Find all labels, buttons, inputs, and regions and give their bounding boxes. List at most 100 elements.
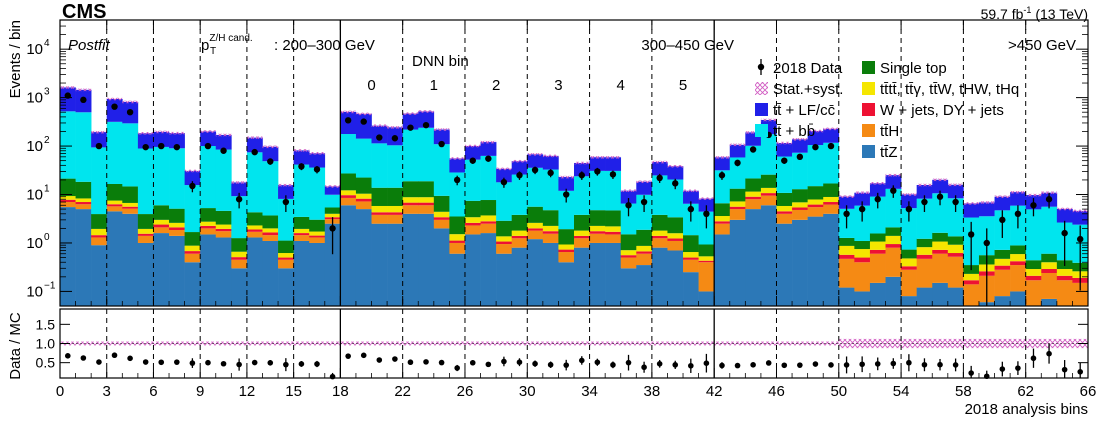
data-point [189,182,196,190]
bar-tth [106,206,123,212]
data-point [407,124,414,131]
bar-ttbb [355,138,372,178]
bar-ttz [293,240,310,306]
bar-wjets [309,235,326,238]
bar-ttlf [418,111,435,128]
bar-ttlf [309,153,326,168]
bar-ttbb [807,145,824,187]
bar-tth [496,244,512,254]
bar-tth [698,262,715,292]
bar-singletop [932,232,949,242]
bar-rare [75,198,92,203]
bar-ttbb [1041,206,1058,254]
uncertainty-band [91,130,107,134]
bar-tth [355,201,372,210]
bar-wjets [683,257,699,260]
ratio-point [64,353,71,359]
bar-tth [511,238,528,248]
bar-singletop [683,235,699,253]
bar-wjets [916,254,933,259]
x-axis-title: 2018 analysis bins [965,401,1088,418]
bar-ttz [200,234,217,306]
uncertainty-band [651,160,668,164]
bar-ttlf [978,202,995,217]
bar-singletop [901,249,917,259]
data-point [142,143,149,151]
x-tick-label: 46 [768,383,785,400]
legend-swatch-singletop [862,61,875,74]
bar-ttbb [91,147,108,215]
ratio-point [812,361,819,367]
ratio-uncertainty-band [418,341,434,346]
bar-wjets [75,202,92,205]
bar-rare [1041,262,1058,270]
bar-wjets [137,233,154,236]
uncertainty-band [636,180,652,184]
bar-ttbb [947,198,964,237]
bar-ttlf [246,137,263,153]
x-tick-label: 30 [519,383,536,400]
bar-tth [823,204,840,214]
bar-wjets [371,212,388,215]
uncertainty-band [792,138,808,141]
bar-ttlf [667,166,684,180]
bar-singletop [994,249,1011,259]
ratio-point [407,359,414,366]
bar-wjets [542,231,559,234]
data-point [999,216,1006,224]
uncertainty-band [200,130,216,133]
ratio-point [205,359,211,366]
bar-rare [262,228,279,233]
bar-ttbb [106,121,123,184]
bar-wjets [184,251,201,254]
bar-rare [184,245,201,252]
bar-ttbb [184,185,201,233]
ratio-frame [59,308,1089,379]
data-point [578,172,585,179]
data-point [391,135,399,142]
data-point [235,196,243,203]
bar-wjets [262,232,279,236]
ratio-point [734,362,741,369]
uncertainty-band [838,195,855,198]
bar-tth [246,231,263,238]
bar-tth [1041,272,1058,299]
bar-ttz [916,287,933,306]
bar-ttlf [355,113,372,139]
bar-ttz [745,209,762,306]
bar-rare [807,199,824,205]
bar-ttbb [714,170,731,204]
bar-ttlf [106,99,123,122]
bar-wjets [215,228,232,232]
uncertainty-band [106,97,123,101]
data-point [126,109,134,116]
bar-ttz [169,235,185,306]
data-point [95,142,103,150]
bar-tth [636,253,653,266]
bar-wjets [558,249,575,253]
bar-tth [418,205,435,214]
dnn-bin-label: 4 [617,77,625,94]
bar-ttbb [792,152,808,190]
y-tick-exponent: 0 [44,232,50,243]
bar-singletop [355,177,372,194]
ratio-point [906,359,912,366]
uncertainty-band [122,100,138,104]
bar-rare [1010,254,1026,262]
x-tick-label: 66 [1080,383,1097,400]
bar-ttbb [200,146,217,209]
ratio-point [703,360,710,367]
bar-singletop [122,186,139,203]
bar-ttbb [324,194,341,208]
ratio-point [656,361,663,367]
ratio-uncertainty-band [963,338,979,349]
ratio-uncertainty-band [823,341,839,346]
uncertainty-band [324,185,341,188]
bar-ttz [122,213,139,306]
bar-singletop [916,238,933,248]
legend-label-singletop: Single top [880,60,947,77]
bar-wjets [745,196,762,200]
bar-ttbb [60,111,76,179]
bar-ttz [729,219,746,306]
bar-ttlf [963,203,980,218]
